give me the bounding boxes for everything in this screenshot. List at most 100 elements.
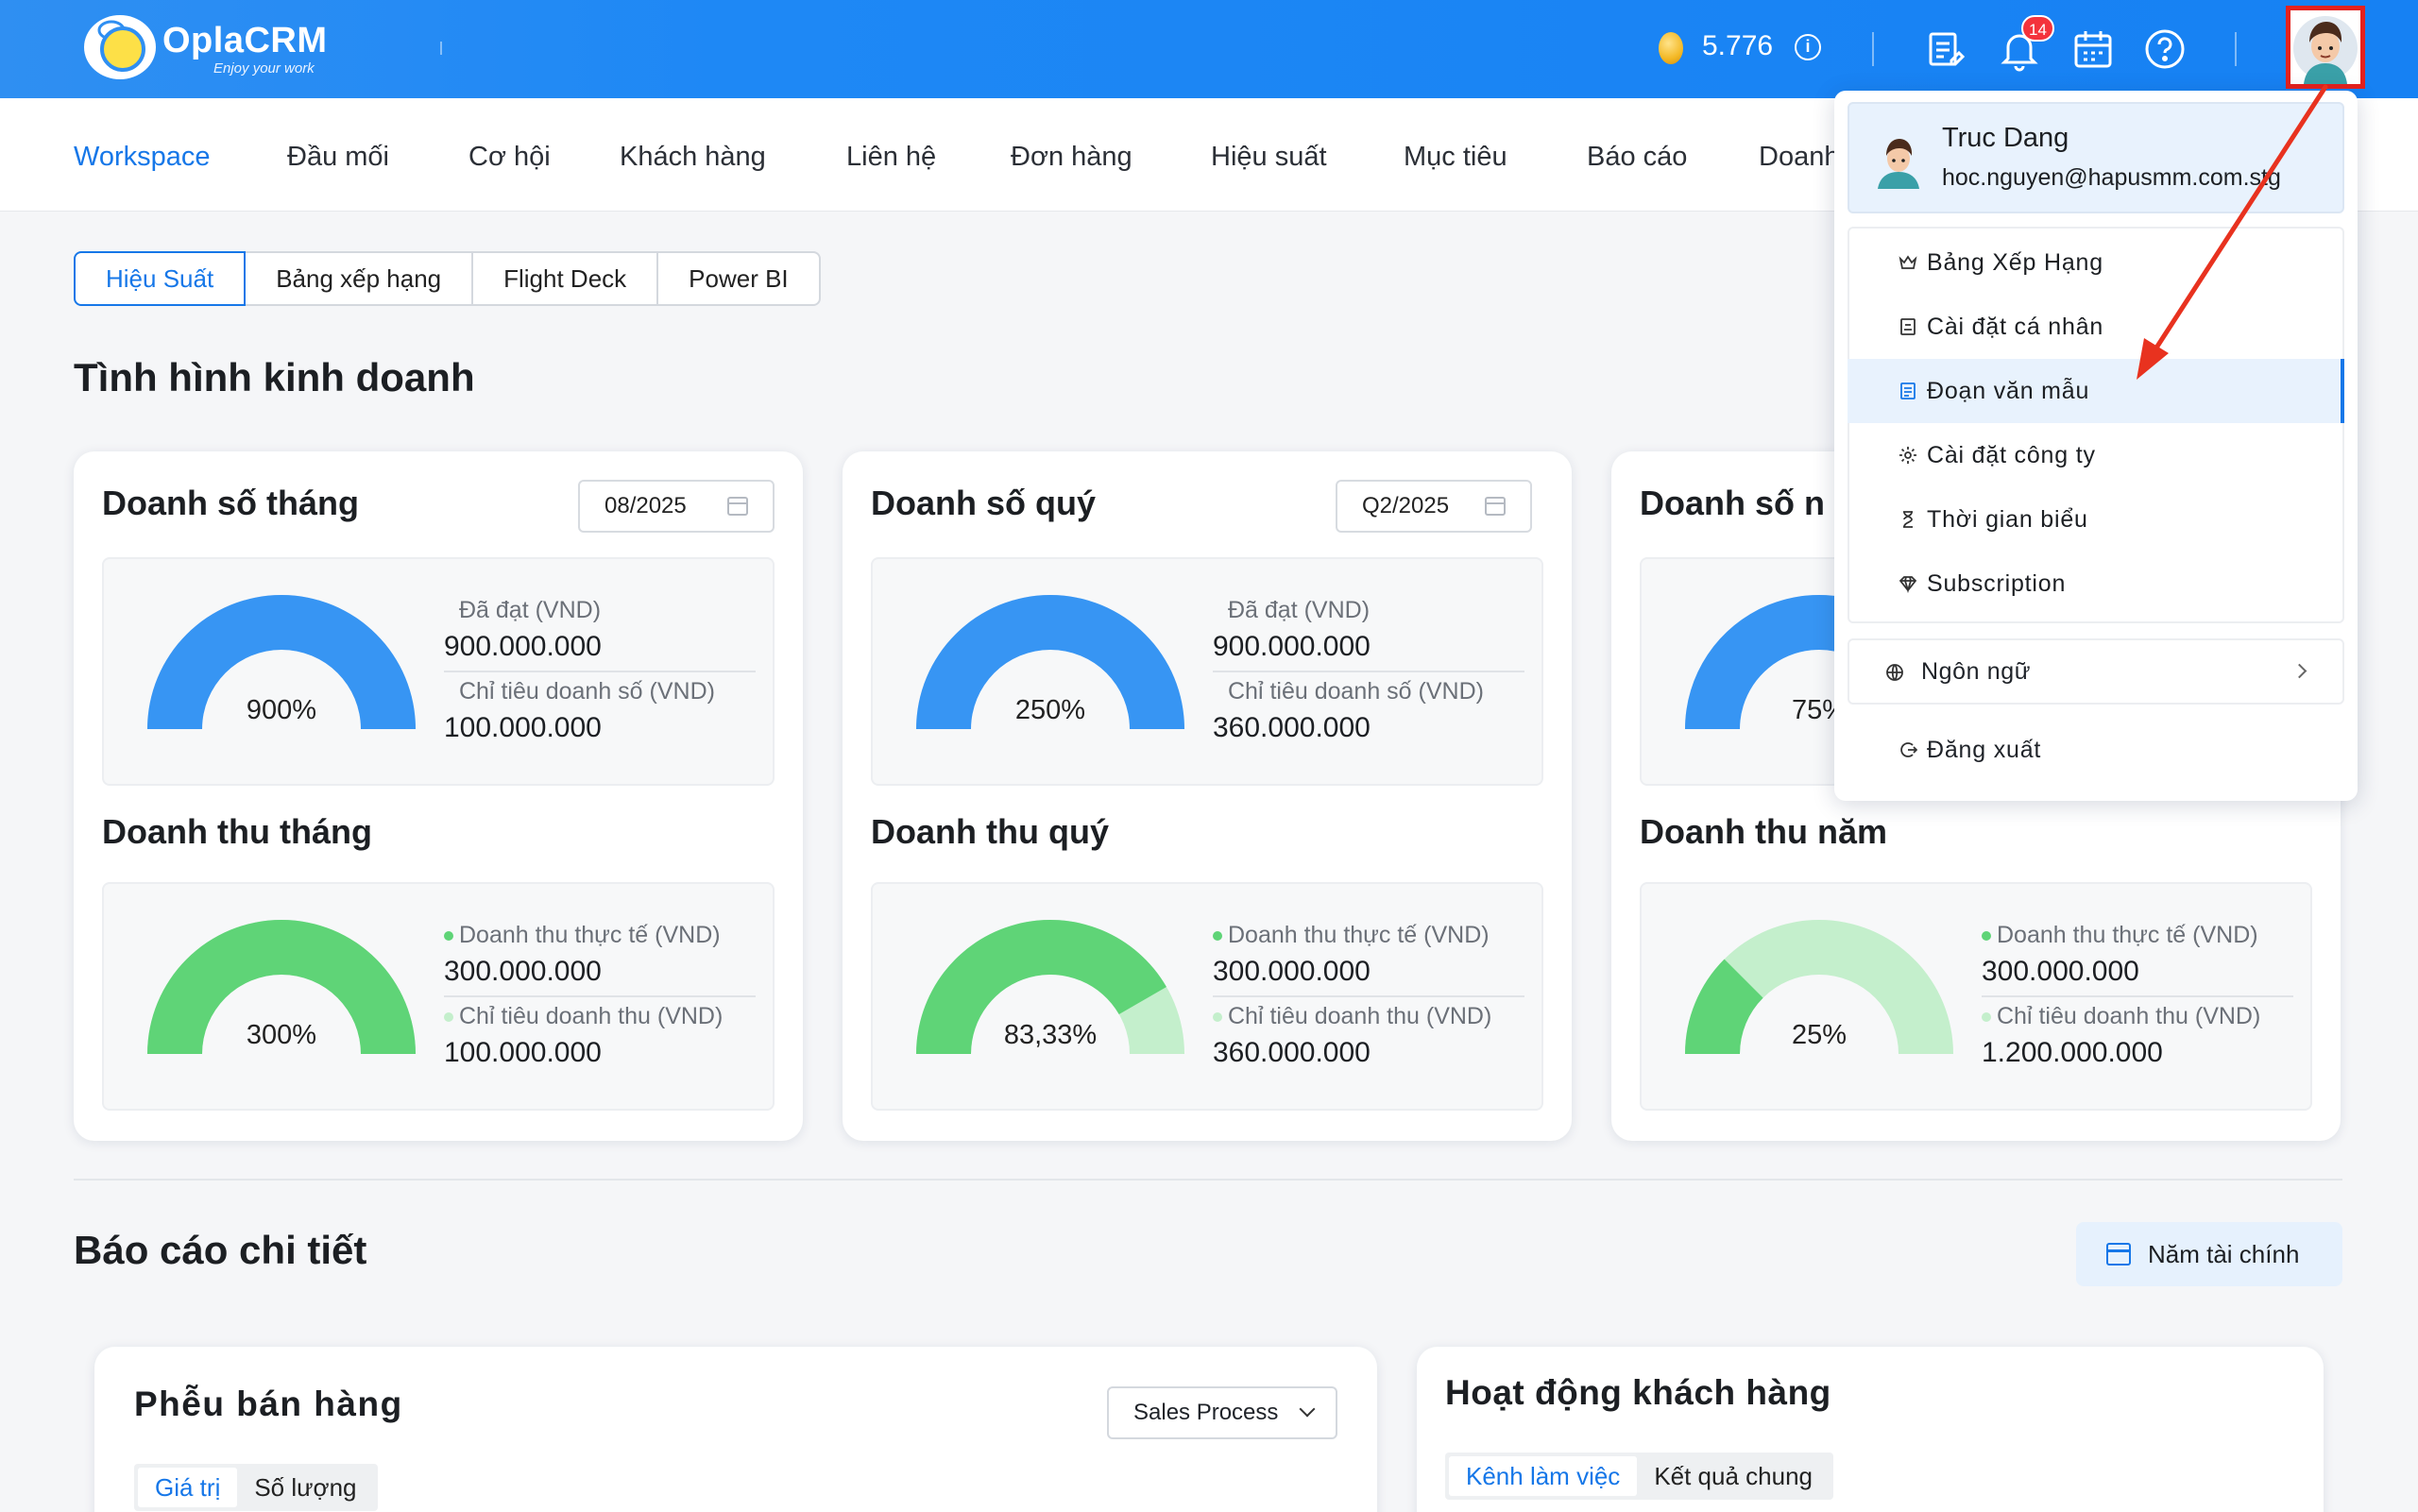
segment-count[interactable]: Số lượng	[254, 1473, 357, 1502]
sales-panel: 250% Đã đạt (VND) 900.000.000 Chỉ tiêu d…	[871, 557, 1543, 786]
info-icon[interactable]: i	[1795, 34, 1821, 60]
legend-dot	[1982, 931, 1991, 942]
card-title: Doanh số quý	[871, 484, 1097, 522]
revenue-percentage: 83,33%	[1003, 1020, 1098, 1050]
tab-power-bi[interactable]: Power BI	[656, 251, 821, 306]
menu-item-templates[interactable]: Đoạn văn mẫu	[1848, 359, 2344, 423]
gauge-achieved-arc	[916, 595, 1184, 729]
menu-item-schedule[interactable]: Thời gian biểu	[1848, 487, 2344, 552]
gauge-remaining-arc	[1685, 920, 1953, 1054]
segment-value[interactable]: Giá trị	[138, 1468, 238, 1507]
calendar-icon[interactable]	[2070, 26, 2116, 72]
coin-balance: 5.776	[1702, 30, 1774, 61]
nav-item-goals[interactable]: Mục tiêu	[1404, 142, 1507, 172]
bell-icon[interactable]	[1997, 26, 2042, 72]
sales-process-value: Sales Process	[1133, 1400, 1279, 1425]
sales-funnel-title: Phễu bán hàng	[134, 1385, 403, 1423]
month-picker[interactable]: 08/2025	[578, 480, 775, 533]
user-profile-card[interactable]: Truc Dang hoc.nguyen@hapusmm.com.stg	[1848, 102, 2344, 213]
gauge-achieved-arc	[147, 595, 416, 729]
menu-item-subscription[interactable]: Subscription	[1848, 552, 2344, 616]
quarter-picker-value: Q2/2025	[1362, 493, 1450, 518]
legend-dot	[1982, 1012, 1991, 1023]
legend-dot	[1213, 1012, 1222, 1023]
header-divider	[440, 42, 442, 55]
sales-percentage: 900%	[246, 695, 317, 725]
legend-dot	[444, 1012, 453, 1023]
tab-ranking[interactable]: Bảng xếp hạng	[244, 251, 474, 306]
language-label: Ngôn ngữ	[1921, 658, 2032, 685]
tab-flight-deck[interactable]: Flight Deck	[471, 251, 659, 306]
quarter-picker[interactable]: Q2/2025	[1336, 480, 1532, 533]
avatar	[1878, 139, 1919, 189]
logout-button[interactable]: Đăng xuất	[1848, 718, 2344, 782]
fiscal-year-label: Năm tài chính	[2148, 1240, 2300, 1268]
divider	[1982, 995, 2293, 997]
top-header: OplaCRM Enjoy your work 5.776 i 14	[0, 0, 2418, 98]
nav-item-orders[interactable]: Đơn hàng	[1011, 142, 1132, 172]
header-divider	[1872, 32, 1874, 66]
language-selector[interactable]: Ngôn ngữ	[1848, 638, 2344, 705]
menu-item-label: Subscription	[1927, 570, 2067, 597]
menu-item-personal-settings[interactable]: Cài đặt cá nhân	[1848, 295, 2344, 359]
help-icon[interactable]	[2142, 26, 2188, 72]
notification-badge: 14	[2021, 15, 2054, 42]
crown-icon	[1899, 255, 1917, 269]
section-divider	[74, 1179, 2342, 1181]
menu-item-company-settings[interactable]: Cài đặt công ty	[1848, 423, 2344, 487]
sales-process-select[interactable]: Sales Process	[1107, 1386, 1337, 1439]
achieved-label: Đã đạt (VND)	[459, 597, 602, 623]
opla-logo-icon[interactable]	[79, 9, 161, 85]
nav-item-opportunities[interactable]: Cơ hội	[468, 142, 551, 172]
revenue-panel: 300% Doanh thu thực tế (VND) 300.000.000…	[102, 882, 775, 1111]
calendar-icon	[1485, 497, 1506, 516]
actual-revenue-label: Doanh thu thực tế (VND)	[444, 922, 721, 949]
segment-channel[interactable]: Kênh làm việc	[1449, 1456, 1638, 1496]
detail-section-title: Báo cáo chi tiết	[74, 1228, 367, 1272]
kpi-card-quarter: Doanh số quý Q2/2025 250% Đã đạt (VND) 9…	[843, 451, 1572, 1141]
sales-target-label: Chỉ tiêu doanh số (VND)	[1228, 678, 1484, 705]
tab-performance[interactable]: Hiệu Suất	[74, 251, 247, 306]
nav-item-contacts[interactable]: Liên hệ	[846, 142, 937, 172]
fiscal-year-button[interactable]: Năm tài chính	[2076, 1222, 2342, 1286]
user-avatar-button[interactable]	[2286, 6, 2365, 89]
calendar-icon	[727, 497, 748, 516]
chevron-down-icon	[1299, 1401, 1316, 1418]
divider	[1213, 671, 1524, 672]
nav-item-workspace[interactable]: Workspace	[74, 142, 211, 172]
diamond-icon	[1899, 576, 1917, 593]
logout-label: Đăng xuất	[1927, 737, 2042, 763]
brand-tagline: Enjoy your work	[213, 60, 315, 76]
month-picker-value: 08/2025	[604, 493, 687, 518]
funnel-mode-toggle: Giá trị Số lượng	[134, 1464, 378, 1511]
revenue-gauge	[147, 920, 416, 1054]
menu-item-label: Thời gian biểu	[1927, 506, 2088, 533]
divider	[444, 671, 756, 672]
revenue-title: Doanh thu năm	[1640, 812, 1887, 851]
sales-target-label: Chỉ tiêu doanh số (VND)	[459, 678, 715, 705]
revenue-target-value: 360.000.000	[1213, 1037, 1371, 1068]
report-icon[interactable]	[1923, 26, 1968, 72]
revenue-title: Doanh thu tháng	[102, 812, 372, 851]
sales-panel: 900% Đã đạt (VND) 900.000.000 Chỉ tiêu d…	[102, 557, 775, 786]
nav-item-leads[interactable]: Đầu mối	[287, 142, 389, 172]
nav-item-customers[interactable]: Khách hàng	[620, 142, 766, 172]
menu-item-leaderboard[interactable]: Bảng Xếp Hạng	[1848, 230, 2344, 295]
achieved-value: 900.000.000	[1213, 631, 1371, 662]
logout-icon	[1900, 742, 1917, 757]
revenue-target-value: 1.200.000.000	[1982, 1037, 2163, 1068]
customer-activity-title: Hoạt động khách hàng	[1445, 1373, 1831, 1412]
segment-overall[interactable]: Kết quả chung	[1654, 1462, 1814, 1490]
divider	[1213, 995, 1524, 997]
globe-icon	[1886, 664, 1903, 681]
legend-dot	[444, 931, 453, 942]
sales-target-value: 360.000.000	[1213, 712, 1371, 743]
menu-item-group	[1848, 227, 2344, 623]
menu-item-label: Cài đặt cá nhân	[1927, 314, 2104, 340]
sales-target-value: 100.000.000	[444, 712, 602, 743]
nav-item-sales[interactable]: Doanh	[1759, 142, 1840, 172]
revenue-target-label: Chỉ tiêu doanh thu (VND)	[1213, 1003, 1491, 1030]
nav-item-reports[interactable]: Báo cáo	[1587, 142, 1688, 172]
nav-item-performance[interactable]: Hiệu suất	[1211, 142, 1327, 172]
revenue-target-label: Chỉ tiêu doanh thu (VND)	[1982, 1003, 2260, 1030]
